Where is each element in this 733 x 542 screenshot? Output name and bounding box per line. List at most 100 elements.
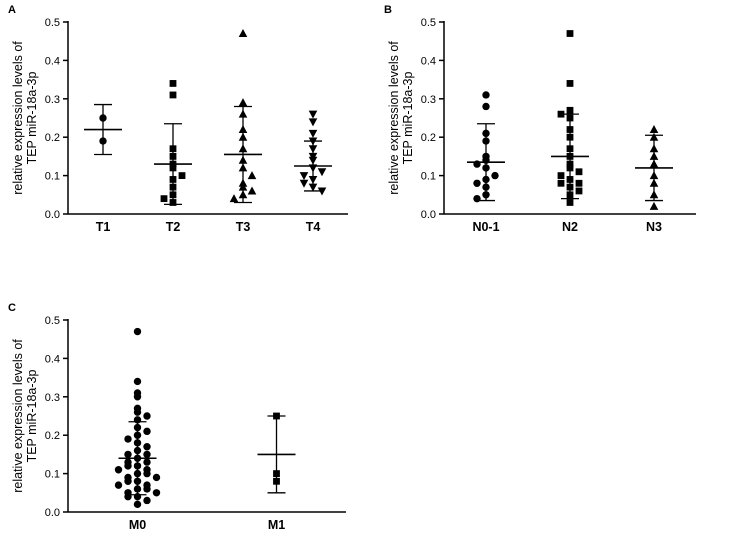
data-point-circle	[133, 454, 142, 462]
data-point-triangle-up	[238, 132, 248, 141]
y-axis-title: relative expression levels of TEP miR-18a…	[11, 41, 39, 195]
data-point-circle	[133, 446, 142, 455]
data-point-circle	[482, 102, 490, 111]
data-point-circle	[133, 500, 142, 509]
data-point-triangle-down	[308, 164, 318, 173]
panel-b: B 0.0 0.1 0.2 0.3 0.4 0.5 relative expression …	[382, 2, 730, 252]
group-M1: M1	[257, 412, 296, 532]
data-point-triangle-up	[649, 159, 659, 168]
data-point-square	[169, 153, 177, 160]
data-point-circle	[133, 462, 142, 470]
data-point-circle	[133, 408, 142, 416]
data-point-square	[566, 160, 574, 168]
y-axis-title-line2: TEP miR-18a-3p	[25, 72, 39, 165]
y-tick-label: 0.5	[45, 17, 60, 29]
data-point-circle	[124, 450, 132, 459]
data-point-circle	[152, 489, 161, 497]
data-point-square	[273, 470, 280, 477]
data-point-circle	[482, 129, 490, 138]
data-point-triangle-up	[649, 132, 659, 141]
data-point-square	[169, 176, 177, 183]
scatter-plot-m-stage: 0.0 0.1 0.2 0.3 0.4 0.5 relative expression le…	[11, 315, 346, 532]
data-point-circle	[491, 171, 499, 180]
data-point-square	[169, 191, 177, 199]
y-tick-label: 0.0	[45, 507, 60, 519]
scatter-plot-n-stage: 0.0 0.1 0.2 0.3 0.4 0.5 relative expression le…	[387, 17, 696, 234]
data-point-square	[169, 80, 177, 87]
y-axis-title-line1: relative expression levels of	[11, 339, 25, 493]
data-point-square	[169, 164, 177, 172]
y-tick-label: 0.3	[421, 94, 436, 106]
data-point-square	[575, 168, 583, 176]
x-category-label: M0	[129, 518, 146, 532]
data-point-square	[169, 199, 177, 206]
group-M0: M0	[114, 327, 161, 532]
group-N2: N2	[551, 30, 589, 234]
x-category-label: T1	[96, 220, 111, 234]
data-point-triangle-up	[649, 171, 659, 180]
data-point-circle	[143, 412, 151, 420]
y-axis-title-line2: TEP miR-18a-3p	[25, 370, 39, 463]
data-point-square	[169, 145, 177, 153]
data-point-circle	[133, 439, 142, 447]
data-point-square	[566, 183, 574, 191]
data-point-circle	[114, 481, 123, 489]
data-point-circle	[143, 427, 151, 436]
data-point-triangle-down	[317, 187, 327, 196]
data-point-triangle-up	[247, 171, 257, 180]
data-point-circle	[143, 450, 151, 459]
data-point-circle	[114, 466, 123, 474]
group-N0-1: N0-1	[467, 91, 505, 234]
y-tick-label: 0.0	[45, 209, 60, 221]
data-point-square	[169, 91, 177, 99]
data-point-circle	[482, 175, 490, 184]
data-point-circle	[482, 156, 490, 164]
y-tick-label: 0.5	[421, 17, 436, 29]
data-point-triangle-down	[308, 137, 318, 146]
data-point-square	[566, 30, 574, 37]
data-point-triangle-down	[317, 168, 327, 177]
panel-c-letter: C	[8, 302, 16, 314]
y-tick-label: 0.5	[45, 315, 60, 327]
data-point-square	[566, 153, 574, 160]
data-point-triangle-down	[308, 118, 318, 127]
y-axis-title-line1: relative expression levels of	[387, 41, 401, 195]
x-category-label: N0-1	[472, 220, 499, 234]
data-point-square	[273, 412, 280, 420]
data-point-square	[566, 80, 574, 87]
data-point-square	[566, 164, 574, 172]
data-point-triangle-down	[308, 110, 318, 119]
y-tick-label: 0.3	[45, 94, 60, 106]
y-axis-title-line1: relative expression levels of	[11, 41, 25, 195]
data-point-square	[169, 160, 177, 168]
data-point-square	[178, 172, 186, 179]
data-point-circle	[133, 492, 142, 501]
data-point-circle	[133, 393, 142, 401]
y-tick-label: 0.4	[45, 353, 60, 365]
data-point-circle	[124, 492, 132, 501]
panel-c: C 0.0 0.1 0.2 0.3 0.4 0.5 relative expression …	[6, 300, 354, 542]
x-category-label: M1	[268, 518, 285, 532]
data-point-circle	[133, 327, 142, 336]
data-point-triangle-up	[238, 182, 248, 191]
x-category-label: N2	[562, 220, 578, 234]
data-point-triangle-up	[238, 29, 248, 38]
y-tick-label: 0.2	[45, 430, 60, 442]
data-point-circle	[133, 477, 142, 485]
group-T2: T2	[154, 80, 192, 234]
data-point-triangle-down	[308, 175, 318, 184]
x-category-label: T2	[166, 220, 181, 234]
data-point-square	[566, 199, 574, 206]
data-point-circle	[124, 477, 132, 485]
data-point-square	[566, 176, 574, 183]
data-point-triangle-up	[229, 194, 239, 203]
data-point-triangle-down	[299, 172, 309, 181]
data-point-triangle-down	[308, 145, 318, 154]
data-point-triangle-up	[649, 201, 659, 210]
data-point-triangle-up	[238, 98, 248, 107]
y-tick-label: 0.3	[45, 392, 60, 404]
data-point-triangle-down	[308, 129, 318, 138]
data-point-circle	[482, 191, 490, 199]
data-point-square	[160, 195, 168, 203]
